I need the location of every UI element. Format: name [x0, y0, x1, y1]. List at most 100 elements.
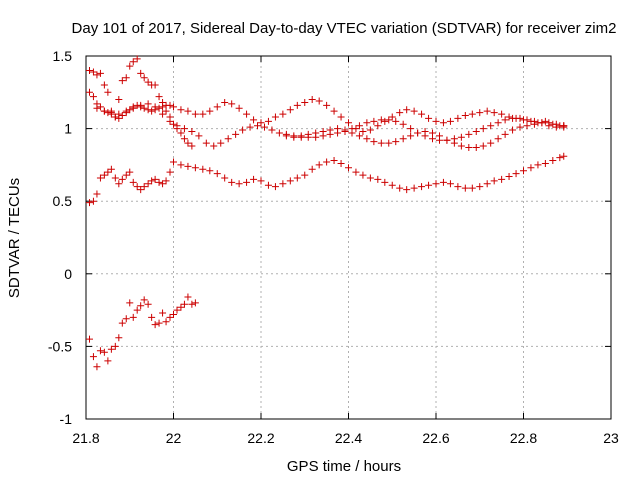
- data-point: [472, 143, 480, 151]
- data-point: [191, 299, 199, 307]
- data-point: [370, 138, 378, 146]
- data-point: [235, 104, 243, 112]
- data-point: [118, 175, 126, 183]
- y-tick-label: 1: [64, 121, 72, 137]
- x-tick-label: 22.2: [247, 430, 274, 446]
- data-point: [407, 132, 415, 140]
- grid-lines: [86, 56, 611, 419]
- data-point: [396, 109, 404, 117]
- data-point: [177, 129, 185, 137]
- data-point: [93, 104, 101, 112]
- data-point: [166, 168, 174, 176]
- y-axis-label: SDTVAR / TECUs: [6, 178, 23, 298]
- data-point: [552, 120, 560, 128]
- chart-title: Day 101 of 2017, Sidereal Day-to-day VTE…: [72, 20, 617, 37]
- data-point: [479, 142, 487, 150]
- data-point: [166, 101, 174, 109]
- data-point: [337, 113, 345, 121]
- data-point: [140, 183, 148, 191]
- data-point: [217, 139, 225, 147]
- data-point: [133, 55, 141, 63]
- data-point: [330, 157, 338, 165]
- data-point: [523, 122, 531, 130]
- data-point: [370, 117, 378, 125]
- data-point: [279, 180, 287, 188]
- data-point: [254, 122, 261, 130]
- data-point: [385, 139, 393, 147]
- data-point: [509, 114, 517, 122]
- data-point: [195, 132, 203, 140]
- data-point: [374, 175, 382, 183]
- data-point: [199, 110, 207, 118]
- y-tick-label: 1.5: [53, 48, 73, 64]
- data-point: [115, 96, 123, 104]
- data-point: [319, 128, 327, 136]
- data-point: [170, 158, 177, 166]
- data-point: [443, 136, 451, 144]
- data-point: [177, 106, 185, 114]
- data-point: [385, 116, 393, 124]
- data-point: [498, 110, 506, 118]
- data-point: [465, 143, 473, 151]
- data-point: [396, 184, 404, 192]
- data-point: [122, 107, 130, 115]
- data-point: [213, 103, 221, 111]
- data-point: [286, 177, 294, 185]
- data-point: [308, 165, 316, 173]
- data-point: [89, 93, 97, 101]
- data-point: [148, 177, 156, 185]
- data-point: [363, 119, 371, 127]
- data-point: [232, 130, 240, 138]
- y-tick-label: 0: [64, 266, 72, 282]
- data-point: [129, 58, 137, 66]
- data-point: [476, 183, 484, 191]
- data-point: [275, 129, 283, 137]
- data-point: [541, 159, 549, 167]
- data-point: [180, 135, 188, 143]
- data-point: [268, 126, 276, 134]
- data-point: [166, 117, 174, 125]
- data-point: [355, 122, 363, 130]
- data-point: [439, 178, 447, 186]
- data-point: [96, 347, 104, 355]
- data-point: [137, 101, 145, 109]
- data-point: [151, 321, 159, 329]
- data-point: [403, 106, 411, 114]
- data-point: [144, 100, 152, 108]
- data-point: [410, 184, 418, 192]
- data-point: [162, 177, 170, 185]
- data-point: [381, 178, 389, 186]
- data-point: [104, 357, 112, 365]
- data-point: [89, 68, 97, 76]
- x-tick-label: 21.8: [72, 430, 99, 446]
- data-point: [224, 135, 232, 143]
- data-point: [312, 129, 320, 137]
- data-point: [100, 107, 108, 115]
- data-point: [261, 123, 268, 131]
- data-point: [126, 299, 134, 307]
- data-point: [144, 78, 152, 86]
- data-point: [359, 171, 367, 179]
- data-point: [534, 161, 542, 169]
- data-point: [206, 167, 214, 175]
- data-point: [151, 175, 159, 183]
- data-point: [107, 345, 115, 353]
- data-point: [541, 117, 549, 125]
- data-point: [345, 164, 352, 172]
- data-point: [399, 120, 407, 128]
- data-point: [407, 125, 415, 133]
- data-point: [191, 110, 199, 118]
- data-point: [286, 106, 294, 114]
- data-point: [505, 173, 513, 181]
- data-point: [137, 186, 145, 194]
- data-point: [479, 125, 487, 133]
- data-point: [155, 93, 163, 101]
- data-point: [374, 122, 382, 130]
- data-point: [257, 119, 265, 127]
- data-point: [140, 74, 148, 82]
- data-point: [199, 165, 207, 173]
- data-point: [93, 363, 101, 371]
- data-point: [301, 171, 309, 179]
- data-point: [271, 113, 279, 121]
